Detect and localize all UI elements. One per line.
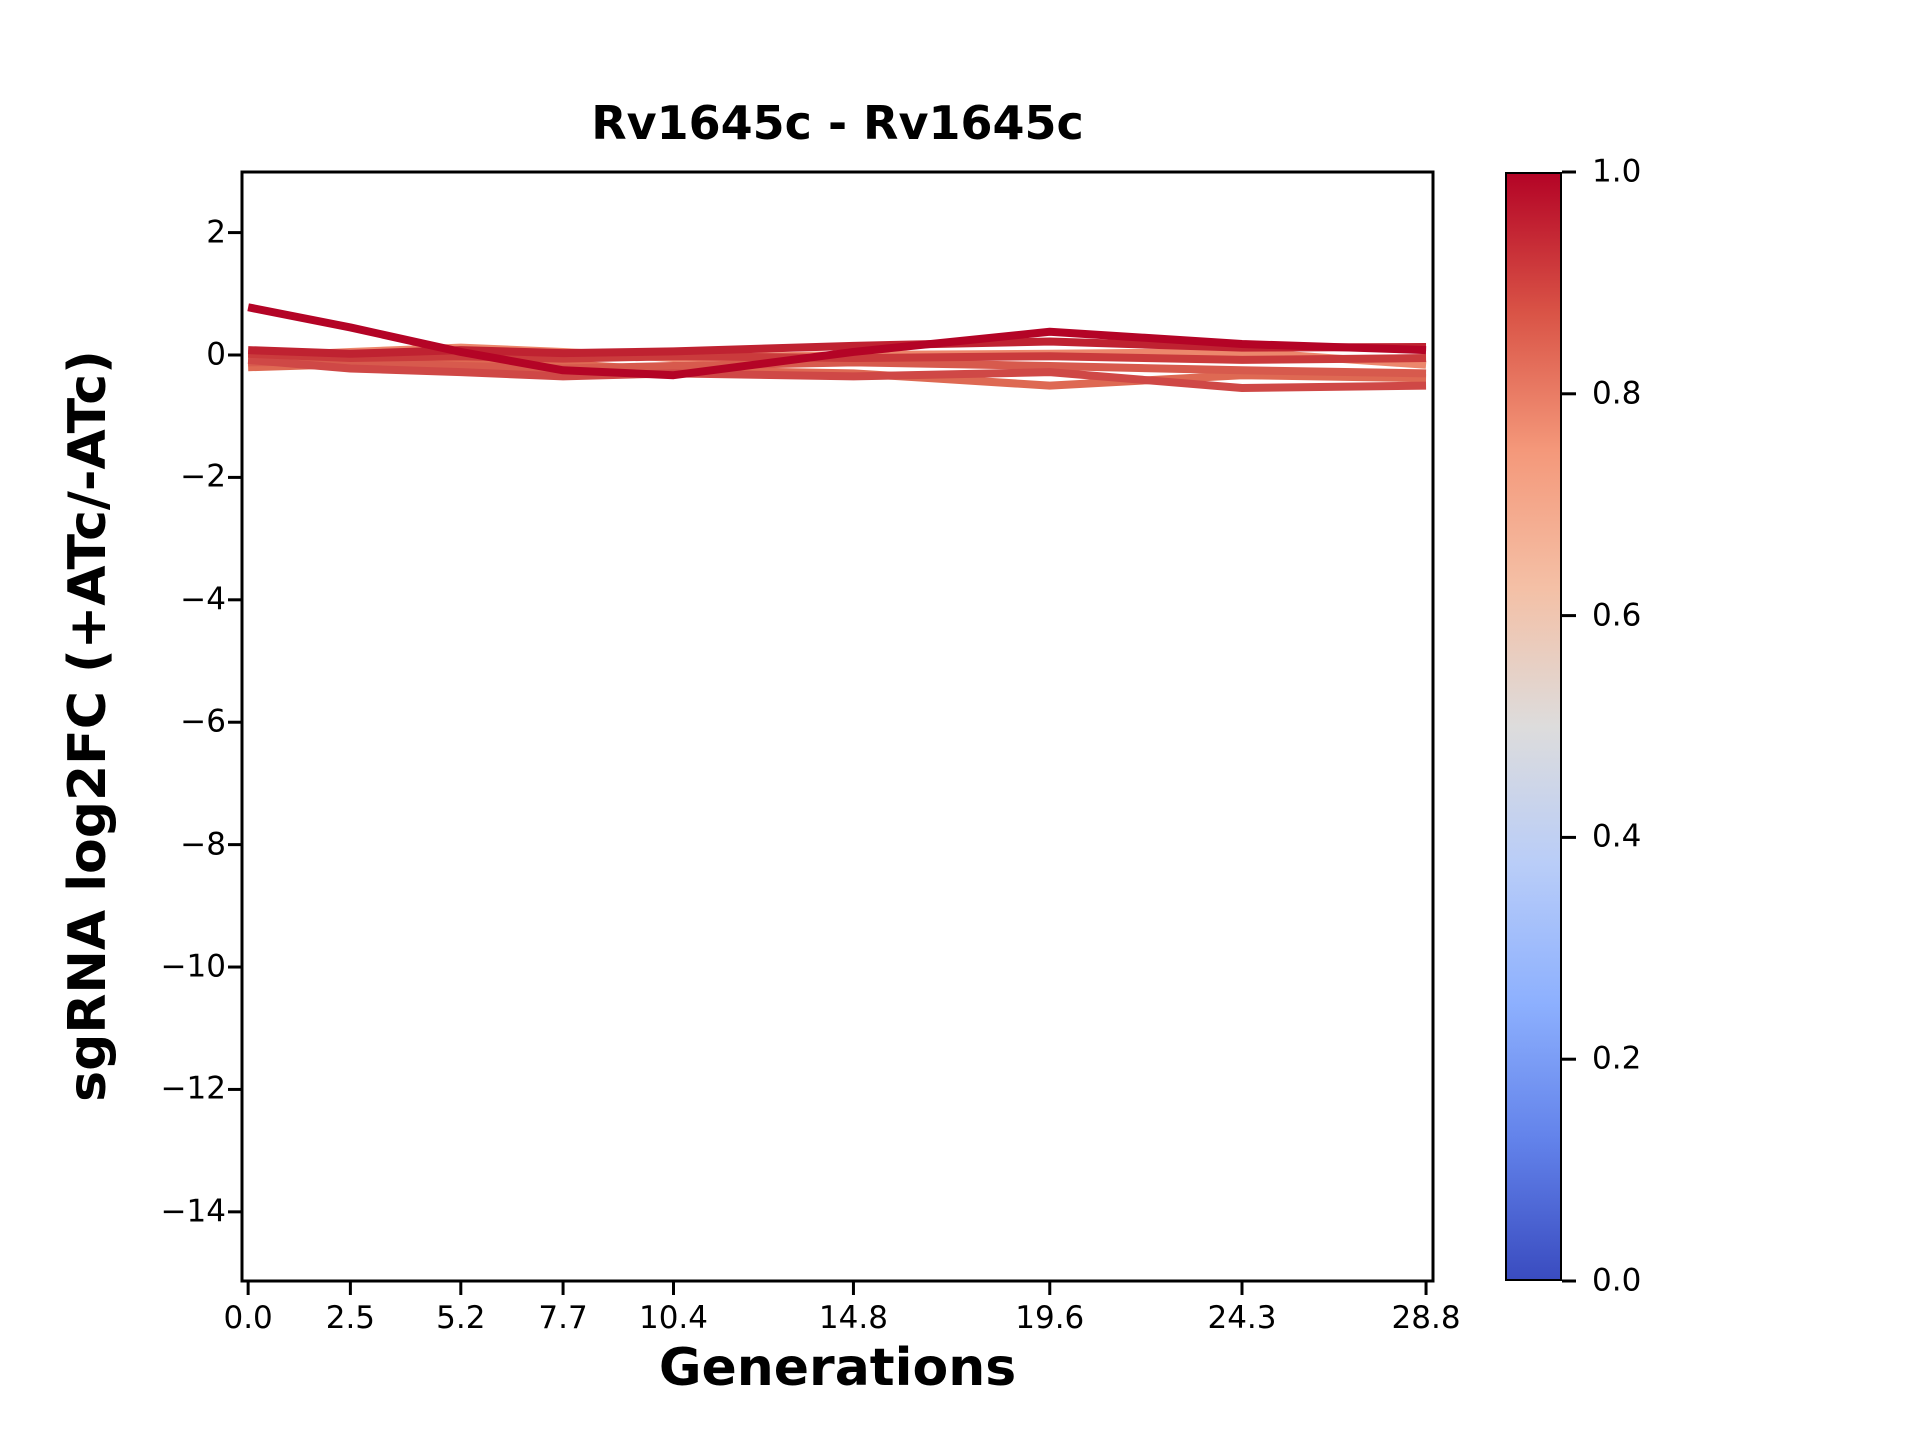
colorbar-gradient [1505,172,1562,1281]
y-tick-label: −2 [180,458,226,495]
y-tick-label: 0 [206,336,226,373]
colorbar-tick-label: 0.2 [1592,1040,1642,1077]
x-tick-label: 0.0 [223,1300,273,1336]
colorbar-tick-label: 0.6 [1592,597,1642,634]
x-tick-label: 19.6 [1015,1300,1085,1336]
sgrna-line-sgRNA-7 [247,303,1427,380]
x-tick-label: 28.8 [1391,1300,1461,1336]
colorbar-tick-label: 0.0 [1592,1262,1642,1299]
y-tick-label: −4 [180,581,226,618]
colorbar-tick-label: 0.4 [1592,818,1642,855]
x-tick-label: 14.8 [818,1300,888,1336]
y-tick-label: −10 [160,948,226,985]
plot-title: Rv1645c - Rv1645c [591,96,1084,150]
colorbar-tick-label: 0.8 [1592,375,1642,412]
y-tick-label: −12 [160,1070,226,1107]
y-tick-label: −8 [180,826,226,863]
sgrna-line-sgRNA-5 [247,349,1427,364]
x-tick-label: 24.3 [1207,1300,1277,1336]
x-tick-label: 5.2 [436,1300,486,1336]
sgrna-line-sgRNA-6 [247,337,1427,358]
x-tick-label: 7.7 [538,1300,588,1336]
x-axis-label: Generations [658,1338,1017,1398]
y-tick-label: −14 [160,1193,226,1230]
colorbar-tick-label: 1.0 [1592,153,1642,190]
x-tick-label: 2.5 [325,1300,376,1336]
axes-border [240,170,1435,1283]
sgrna-line-sgRNA-3 [248,357,1427,378]
y-tick-label: −6 [180,703,226,740]
x-tick-label: 10.4 [638,1300,708,1336]
y-tick-label: 2 [206,214,226,251]
